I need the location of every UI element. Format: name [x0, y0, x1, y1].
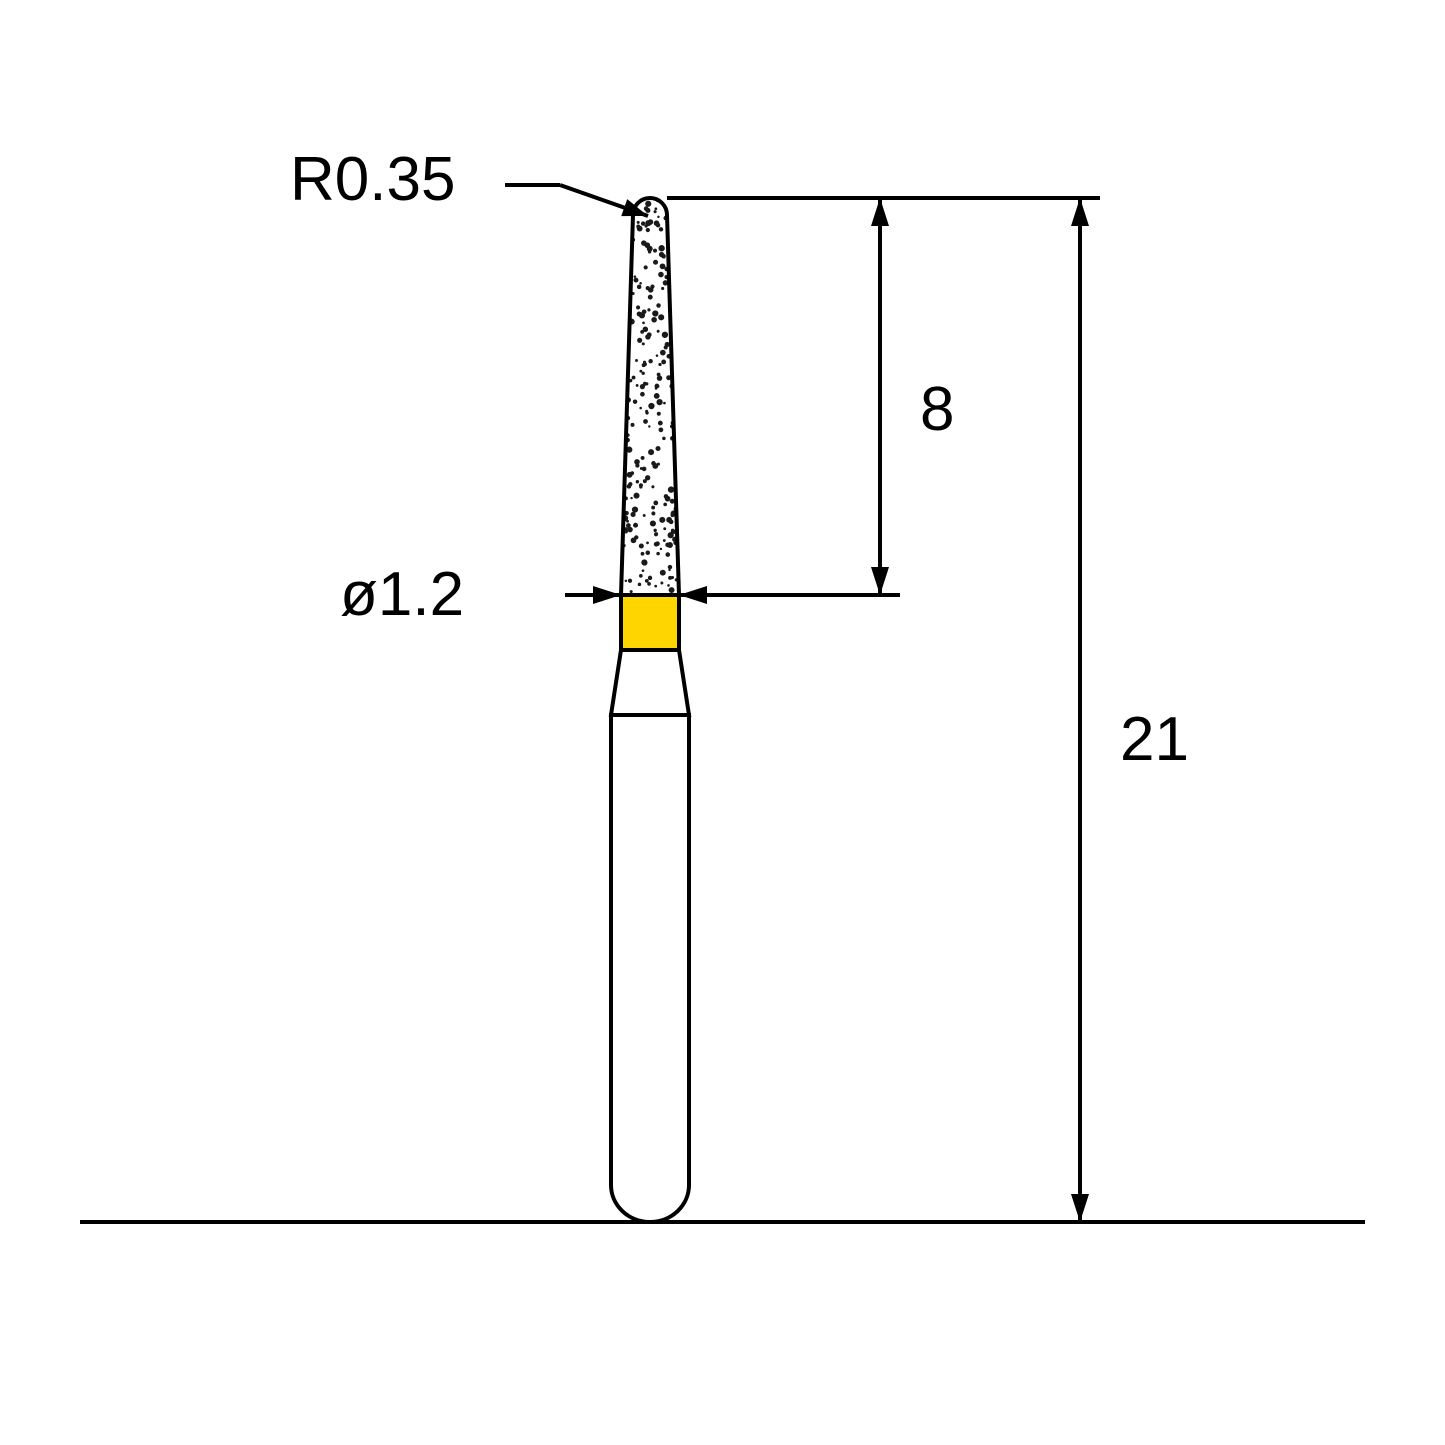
- dim-head-length: 8: [920, 375, 954, 444]
- dental-bur: [611, 196, 689, 1222]
- neck: [611, 650, 689, 715]
- dim-tip-radius: R0.35: [290, 145, 455, 214]
- color-band: [621, 595, 679, 650]
- dim-overall-length: 21: [1120, 705, 1189, 774]
- shank: [611, 715, 689, 1222]
- dim-diameter: ø1.2: [340, 560, 464, 629]
- bur-technical-drawing: 8 21 ø1.2 R0.35: [0, 0, 1445, 1445]
